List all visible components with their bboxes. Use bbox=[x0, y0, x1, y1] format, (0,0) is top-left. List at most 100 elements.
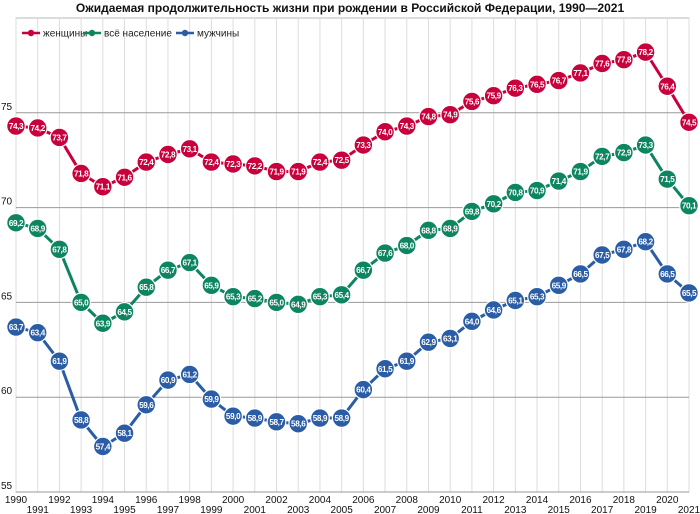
data-label: 65,3 bbox=[226, 293, 241, 302]
x-tick-label: 2003 bbox=[287, 505, 310, 514]
data-label: 61,5 bbox=[378, 365, 393, 374]
data-point bbox=[331, 284, 352, 305]
x-tick-label: 2014 bbox=[526, 495, 549, 506]
data-label: 72,4 bbox=[313, 158, 328, 167]
data-label: 67,5 bbox=[595, 251, 610, 260]
data-point bbox=[527, 74, 547, 95]
data-point bbox=[657, 264, 678, 284]
data-point bbox=[679, 283, 699, 303]
data-point bbox=[92, 436, 113, 457]
data-point bbox=[505, 290, 526, 311]
data-point bbox=[136, 394, 157, 415]
data-label: 74,2 bbox=[31, 124, 46, 133]
data-label: 74,3 bbox=[400, 122, 415, 131]
data-point bbox=[613, 49, 634, 70]
data-point bbox=[114, 301, 135, 322]
data-label: 58,9 bbox=[334, 414, 349, 423]
series-0: 74,3 74,2 73,7 71,8 71,1 71,6 72,4 72,8 73,1 72,4… bbox=[6, 42, 699, 197]
data-point bbox=[657, 169, 678, 190]
data-label: 65,0 bbox=[74, 298, 89, 307]
data-label: 71,1 bbox=[96, 183, 111, 192]
legend-marker bbox=[88, 29, 96, 37]
data-label: 73,3 bbox=[638, 141, 653, 150]
data-label: 74,3 bbox=[9, 122, 24, 131]
data-label: 60,4 bbox=[356, 386, 371, 395]
data-point bbox=[27, 218, 48, 239]
data-label: 67,1 bbox=[183, 259, 198, 268]
data-label: 66,5 bbox=[660, 270, 675, 279]
data-label: 61,9 bbox=[52, 357, 67, 366]
legend-marker bbox=[181, 29, 189, 37]
x-tick-label: 2011 bbox=[461, 505, 483, 514]
data-point bbox=[483, 300, 504, 320]
data-label: 62,9 bbox=[421, 338, 436, 347]
data-point bbox=[92, 176, 113, 197]
data-point bbox=[288, 294, 309, 315]
x-tick-label: 2008 bbox=[396, 495, 419, 506]
x-tick-label: 2010 bbox=[439, 495, 462, 506]
x-tick-label: 2013 bbox=[504, 505, 527, 514]
data-label: 58,1 bbox=[117, 429, 132, 438]
data-label: 64,6 bbox=[486, 306, 501, 315]
data-label: 63,4 bbox=[31, 329, 46, 338]
data-point bbox=[158, 144, 178, 165]
legend-item-1: всё население bbox=[83, 29, 172, 40]
data-label: 61,2 bbox=[183, 370, 198, 379]
data-point bbox=[27, 118, 48, 138]
data-point bbox=[310, 152, 330, 172]
data-point bbox=[548, 171, 569, 191]
x-tick-label: 1999 bbox=[200, 505, 223, 514]
data-point bbox=[548, 275, 569, 296]
data-point bbox=[592, 245, 613, 265]
data-label: 73,3 bbox=[356, 141, 371, 150]
data-point bbox=[71, 410, 92, 430]
chart-title: Ожидаемая продолжительность жизни при ро… bbox=[75, 1, 625, 15]
data-label: 72,3 bbox=[226, 160, 241, 169]
data-point bbox=[310, 408, 330, 428]
data-point bbox=[396, 116, 417, 136]
data-point bbox=[396, 351, 417, 372]
data-label: 63,1 bbox=[443, 334, 458, 343]
data-point bbox=[244, 408, 265, 428]
data-label: 75,6 bbox=[465, 97, 480, 106]
data-point bbox=[223, 406, 243, 427]
data-point bbox=[288, 161, 309, 182]
data-point bbox=[244, 155, 265, 176]
x-tick-label: 2007 bbox=[374, 505, 397, 514]
x-tick-label: 2016 bbox=[569, 495, 592, 506]
data-point bbox=[570, 264, 591, 284]
legend-item-2: мужчины bbox=[176, 29, 239, 40]
x-tick-label: 1993 bbox=[70, 505, 93, 514]
data-point bbox=[49, 127, 70, 148]
data-label: 66,7 bbox=[356, 266, 371, 275]
data-point bbox=[158, 260, 178, 281]
y-tick-label: 70 bbox=[1, 197, 13, 208]
data-label: 78,2 bbox=[638, 48, 653, 57]
data-point bbox=[244, 288, 265, 309]
data-point bbox=[331, 150, 352, 171]
data-label: 74,5 bbox=[682, 118, 697, 127]
data-label: 70,9 bbox=[530, 187, 545, 196]
data-label: 66,5 bbox=[573, 270, 588, 279]
data-point bbox=[201, 275, 222, 296]
x-tick-label: 1998 bbox=[179, 495, 202, 506]
data-point bbox=[418, 332, 439, 353]
data-point bbox=[6, 212, 26, 233]
data-label: 71,9 bbox=[291, 168, 306, 177]
data-label: 77,8 bbox=[617, 56, 632, 65]
data-point bbox=[71, 292, 92, 313]
x-tick-label: 2002 bbox=[265, 495, 288, 506]
data-point bbox=[158, 370, 178, 391]
data-label: 65,5 bbox=[682, 289, 697, 298]
data-label: 67,6 bbox=[378, 249, 393, 258]
data-point bbox=[136, 152, 157, 172]
data-point bbox=[49, 351, 70, 372]
data-point bbox=[179, 364, 200, 385]
data-point bbox=[483, 193, 504, 214]
x-tick-label: 1995 bbox=[113, 505, 136, 514]
data-point bbox=[679, 112, 699, 133]
data-point bbox=[223, 286, 243, 307]
x-tick-label: 2012 bbox=[482, 495, 505, 506]
data-label: 58,9 bbox=[248, 414, 263, 423]
